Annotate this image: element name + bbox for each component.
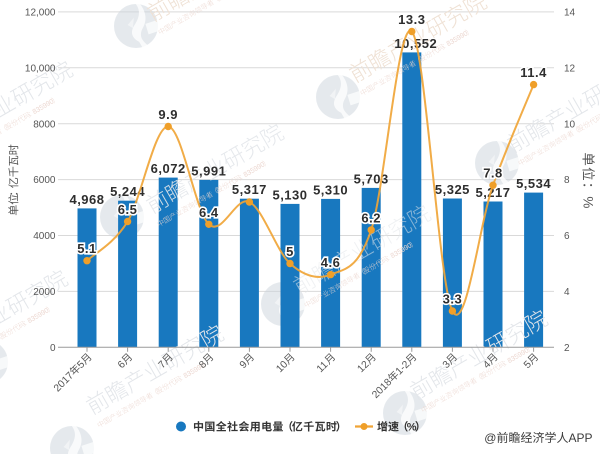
svg-text:6.2: 6.2 — [361, 210, 381, 225]
svg-text:7.8: 7.8 — [483, 166, 503, 181]
svg-text:14: 14 — [564, 8, 576, 19]
svg-text:5.1: 5.1 — [77, 241, 97, 256]
svg-text:10: 10 — [564, 119, 576, 130]
svg-text:5,217: 5,217 — [475, 185, 510, 200]
svg-text:5,310: 5,310 — [313, 182, 348, 197]
svg-text:4.6: 4.6 — [321, 255, 341, 270]
svg-text:13.3: 13.3 — [398, 12, 425, 27]
svg-text:4: 4 — [564, 287, 570, 298]
svg-text:11.4: 11.4 — [520, 65, 547, 80]
svg-text:5: 5 — [286, 244, 294, 259]
svg-text:8: 8 — [564, 175, 570, 186]
svg-text:5,534: 5,534 — [516, 176, 551, 191]
svg-text:5,703: 5,703 — [354, 171, 389, 186]
svg-text:5,325: 5,325 — [435, 182, 470, 197]
svg-text:5,317: 5,317 — [232, 182, 267, 197]
svg-text:10,000: 10,000 — [25, 63, 56, 74]
svg-text:6.5: 6.5 — [118, 202, 138, 217]
svg-text:6,072: 6,072 — [151, 161, 186, 176]
svg-text:4,968: 4,968 — [69, 192, 104, 207]
svg-text:12: 12 — [564, 63, 576, 74]
svg-text:3.3: 3.3 — [443, 292, 463, 307]
svg-text:5,244: 5,244 — [110, 184, 145, 199]
svg-text:6000: 6000 — [33, 175, 56, 186]
svg-text:2: 2 — [564, 343, 570, 354]
svg-text:%: % — [581, 196, 596, 209]
svg-text:@: @ — [484, 431, 496, 445]
svg-text:4000: 4000 — [33, 231, 56, 242]
svg-text:8000: 8000 — [33, 119, 56, 130]
svg-text:6.4: 6.4 — [199, 205, 219, 220]
svg-text:6: 6 — [564, 231, 570, 242]
svg-text:12,000: 12,000 — [25, 8, 56, 19]
svg-text:APP: APP — [569, 431, 593, 445]
svg-text:2000: 2000 — [33, 287, 56, 298]
svg-text:9.9: 9.9 — [158, 107, 178, 122]
svg-text:%: % — [407, 422, 417, 434]
svg-text:5,991: 5,991 — [191, 163, 226, 178]
svg-text:5,130: 5,130 — [272, 187, 307, 202]
svg-text:0: 0 — [50, 343, 56, 354]
